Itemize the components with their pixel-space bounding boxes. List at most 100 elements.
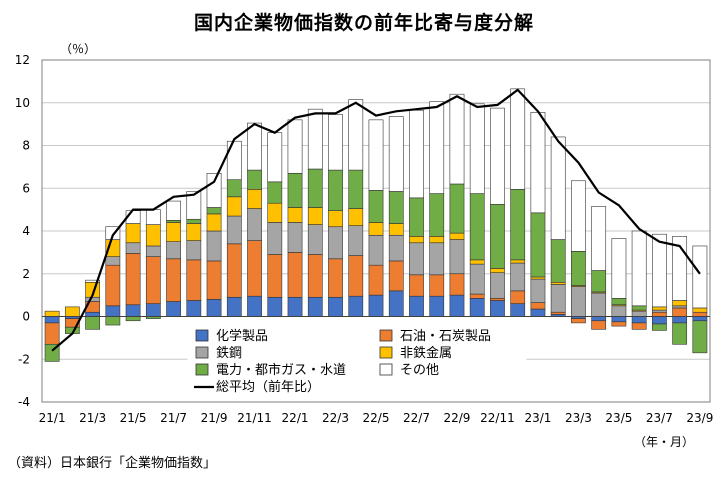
bar-segment [267,296,283,317]
bar-segment [145,245,161,257]
bar-segment [611,298,627,306]
bar-segment [550,281,566,285]
bar-segment [105,316,121,326]
bar-segment [692,316,708,322]
bar-segment [530,112,546,214]
bar-segment [530,308,546,317]
bar-segment [591,206,607,271]
bar-segment [368,294,384,317]
bar-segment [490,107,505,205]
bar-segment [652,306,667,311]
bar-segment [550,284,566,313]
bar-segment [247,295,262,317]
bar-segment [611,321,627,327]
bar-segment [166,241,181,260]
bar-segment [591,270,607,293]
bar-segment [186,240,202,261]
bar-segment [469,293,485,299]
legend-label: 鉄鋼 [216,346,242,361]
x-tick-label: 21/9 [201,411,228,425]
bar-segment [44,316,60,324]
legend-label: 電力・都市ガス・水道 [216,362,346,378]
bar-segment [307,296,323,317]
bar-segment [510,88,526,190]
bar-segment [64,306,80,317]
bar-segment [672,322,688,345]
bar-segment [166,222,181,242]
x-tick-label: 21/7 [160,411,187,425]
legend-swatch [195,329,209,342]
total-line [51,88,701,352]
x-tick-label: 21/3 [79,411,106,425]
bar-segment [44,310,60,317]
bar-segment [105,256,121,266]
bar-segment [388,191,404,224]
bar-segment [631,230,647,307]
bar-segment [429,274,445,297]
bar-segment [348,169,364,209]
bar-segment [287,252,303,298]
bar-segment [166,301,181,317]
bar-segment [530,278,546,303]
bar-segment [550,239,566,283]
bar-segment [449,273,465,296]
x-axis-unit-label: （年・月） [634,435,695,449]
legend-swatch [379,363,393,376]
bar-segment [44,322,60,345]
bar-segment [287,296,303,317]
bar-segment [692,311,708,317]
bar-segment [388,234,404,262]
bar-segment [631,322,647,330]
bar-segment [85,316,100,330]
x-tick-label: 22/9 [443,411,470,425]
bar-segment [530,276,546,280]
bar-segment [672,316,688,324]
bar-segment [388,290,404,317]
bar-segment [449,93,465,185]
bar-segment [530,212,546,278]
bar-segment [267,132,283,183]
bar-segment [469,103,485,194]
bar-segment [247,189,262,209]
y-tick-label: 0 [22,310,30,324]
bar-segment [166,258,181,302]
bar-segment [571,180,586,252]
bar-segment [125,253,141,306]
bar-segment [409,236,424,244]
bar-segment [611,238,627,299]
bar-segment [328,296,343,317]
bar-segment [267,202,283,223]
bar-segment [409,295,424,317]
bar-segment [186,223,202,241]
bar-segment [692,307,708,313]
x-tick-label: 22/1 [282,411,309,425]
bar-segment [186,218,202,224]
bar-segment [469,193,485,261]
legend-label: 化学製品 [216,328,268,344]
x-tick-label: 23/7 [646,411,673,425]
bar-segment [328,210,343,228]
bar-segment [206,213,222,232]
bar-segment [652,309,667,313]
bar-segment [206,172,222,208]
bar-segment [247,240,262,297]
bar-segment [409,109,424,199]
bar-segment [611,305,627,317]
bar-segment [287,119,303,174]
bar-segment [307,168,323,208]
bar-segment [409,242,424,276]
bar-segment [287,172,303,208]
legend-swatch [195,346,209,359]
bar-segment [348,295,364,317]
legend-swatch [379,346,393,359]
source-note: （資料）日本銀行「企業物価指数」 [8,456,217,471]
y-tick-label: 6 [22,181,30,195]
y-tick-label: 10 [15,96,30,110]
bar-segment [348,225,364,256]
bar-segment [186,300,202,317]
x-tick-label: 21/11 [237,411,272,425]
bar-segment [85,296,100,302]
bar-segment [490,272,505,299]
bar-segment [368,234,384,266]
x-tick-label: 22/5 [363,411,390,425]
